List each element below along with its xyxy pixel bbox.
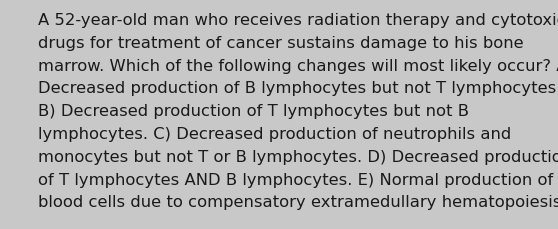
Text: B) Decreased production of T lymphocytes but not B: B) Decreased production of T lymphocytes… [38,104,469,119]
Text: blood cells due to compensatory extramedullary hematopoiesis.: blood cells due to compensatory extramed… [38,195,558,210]
Text: of T lymphocytes AND B lymphocytes. E) Normal production of all: of T lymphocytes AND B lymphocytes. E) N… [38,172,558,187]
Text: drugs for treatment of cancer sustains damage to his bone: drugs for treatment of cancer sustains d… [38,36,523,51]
Text: lymphocytes. C) Decreased production of neutrophils and: lymphocytes. C) Decreased production of … [38,126,511,141]
Text: A 52-year-old man who receives radiation therapy and cytotoxic: A 52-year-old man who receives radiation… [38,13,558,28]
Text: marrow. Which of the following changes will most likely occur? A): marrow. Which of the following changes w… [38,58,558,73]
Text: monocytes but not T or B lymphocytes. D) Decreased production: monocytes but not T or B lymphocytes. D)… [38,149,558,164]
Text: Decreased production of B lymphocytes but not T lymphocytes.: Decreased production of B lymphocytes bu… [38,81,558,96]
